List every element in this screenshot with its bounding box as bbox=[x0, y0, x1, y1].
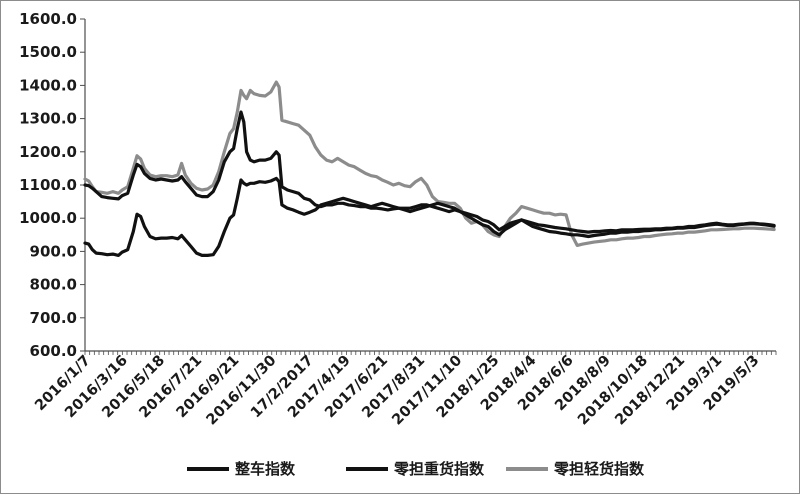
y-tick-label: 1500.0 bbox=[19, 43, 77, 61]
series-lines bbox=[83, 80, 776, 257]
legend-label: 零担重货指数 bbox=[393, 460, 485, 478]
y-tick-label: 700.0 bbox=[30, 309, 77, 327]
legend: 整车指数 零担重货指数 零担轻货指数 bbox=[187, 460, 645, 478]
y-tick-label: 1100.0 bbox=[19, 176, 77, 194]
y-tick-label: 600.0 bbox=[30, 342, 77, 360]
series-line-zhengche bbox=[83, 110, 776, 234]
y-tick-label: 800.0 bbox=[30, 276, 77, 294]
series-line-lingdan-qinghuo bbox=[83, 80, 776, 247]
y-tick-label: 1600.0 bbox=[19, 10, 77, 28]
y-tick-label: 1000.0 bbox=[19, 209, 77, 227]
y-tick-label: 900.0 bbox=[30, 242, 77, 260]
y-tick-label: 1400.0 bbox=[19, 76, 77, 94]
legend-label: 零担轻货指数 bbox=[553, 460, 645, 478]
legend-label: 整车指数 bbox=[235, 460, 296, 478]
y-tick-label: 1300.0 bbox=[19, 110, 77, 128]
axes: 600.0 700.0 800.0 900.0 1000.0 1100.0 1200.0 13… bbox=[19, 10, 777, 428]
y-tick-label: 1200.0 bbox=[19, 143, 77, 161]
